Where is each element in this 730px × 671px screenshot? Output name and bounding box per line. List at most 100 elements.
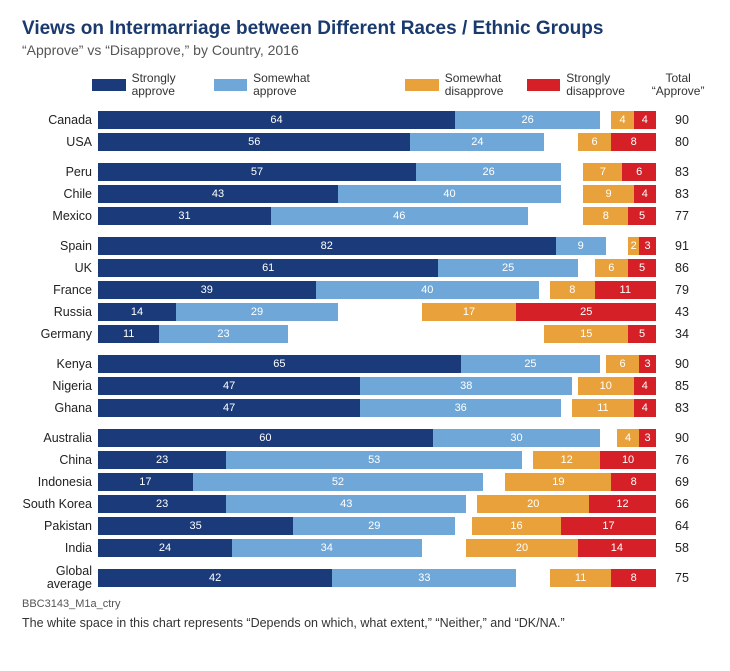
total-approve-value: 90 [656, 431, 708, 445]
seg-somewhat-approve: 40 [316, 281, 539, 299]
country-label: Canada [22, 114, 98, 127]
seg-strongly-approve: 14 [98, 303, 176, 321]
bar-area: 3940811 [98, 281, 656, 299]
seg-gap [338, 303, 422, 321]
seg-somewhat-approve: 26 [416, 163, 561, 181]
seg-somewhat-disapprove: 2 [628, 237, 639, 255]
seg-somewhat-approve: 9 [556, 237, 606, 255]
total-approve-value: 85 [656, 379, 708, 393]
swatch-sa [92, 79, 126, 91]
bar-area: 6030 43 [98, 429, 656, 447]
country-label: South Korea [22, 498, 98, 511]
seg-somewhat-approve: 24 [410, 133, 544, 151]
bar-area: 4233118 [98, 569, 656, 587]
total-approve-value: 83 [656, 165, 708, 179]
seg-strongly-disapprove: 4 [634, 111, 656, 129]
bar-area: 1752198 [98, 473, 656, 491]
country-group: Kenya65256390Nigeria473810485Ghana473611… [22, 354, 708, 418]
country-label: Nigeria [22, 380, 98, 393]
seg-strongly-disapprove: 10 [600, 451, 656, 469]
seg-gap [578, 259, 595, 277]
seg-strongly-disapprove: 4 [634, 377, 656, 395]
seg-somewhat-approve: 36 [360, 399, 561, 417]
total-approve-value: 77 [656, 209, 708, 223]
seg-strongly-approve: 43 [98, 185, 338, 203]
seg-somewhat-approve: 29 [176, 303, 338, 321]
seg-somewhat-approve: 30 [433, 429, 600, 447]
country-group: Spain8292391UK61256586France394081179Rus… [22, 236, 708, 344]
total-approve-value: 90 [656, 357, 708, 371]
seg-somewhat-approve: 25 [461, 355, 601, 373]
bar-area: 1123155 [98, 325, 656, 343]
seg-somewhat-approve: 52 [193, 473, 483, 491]
bar-chart: Canada64264490USA56246880Peru57267683Chi… [22, 110, 708, 588]
bar-row: Pakistan3529161764 [22, 516, 708, 536]
seg-somewhat-approve: 53 [226, 451, 522, 469]
seg-strongly-approve: 24 [98, 539, 232, 557]
bar-area: 4738104 [98, 377, 656, 395]
seg-gap [561, 185, 583, 203]
total-approve-value: 43 [656, 305, 708, 319]
seg-somewhat-disapprove: 6 [578, 133, 611, 151]
bar-row: UK61256586 [22, 258, 708, 278]
seg-somewhat-disapprove: 20 [466, 539, 578, 557]
country-group: Global average423311875 [22, 568, 708, 588]
seg-somewhat-approve: 46 [271, 207, 528, 225]
seg-somewhat-disapprove: 4 [617, 429, 639, 447]
total-approve-value: 64 [656, 519, 708, 533]
country-label: France [22, 284, 98, 297]
legend-label-wd: Somewhat disapprove [445, 72, 515, 98]
country-label: India [22, 542, 98, 555]
seg-strongly-approve: 42 [98, 569, 332, 587]
bar-row: Spain8292391 [22, 236, 708, 256]
seg-strongly-disapprove: 3 [639, 429, 656, 447]
seg-strongly-approve: 60 [98, 429, 433, 447]
swatch-wd [405, 79, 439, 91]
seg-gap [516, 569, 549, 587]
seg-gap [466, 495, 477, 513]
bar-area: 23531210 [98, 451, 656, 469]
seg-strongly-approve: 39 [98, 281, 316, 299]
seg-somewhat-disapprove: 12 [533, 451, 600, 469]
source-code: BBC3143_M1a_ctry [22, 598, 708, 610]
seg-strongly-disapprove: 4 [634, 185, 656, 203]
bar-row: India2434201458 [22, 538, 708, 558]
seg-strongly-approve: 47 [98, 377, 360, 395]
total-header: Total “Approve” [648, 72, 708, 98]
seg-somewhat-disapprove: 8 [550, 281, 595, 299]
bar-row: Canada64264490 [22, 110, 708, 130]
legend-item-sa: Strongly approve [92, 72, 202, 98]
seg-somewhat-approve: 38 [360, 377, 572, 395]
country-label: Russia [22, 306, 98, 319]
seg-strongly-disapprove: 4 [634, 399, 656, 417]
seg-strongly-approve: 57 [98, 163, 416, 181]
seg-strongly-approve: 11 [98, 325, 159, 343]
bar-row: Ghana473611483 [22, 398, 708, 418]
seg-somewhat-disapprove: 11 [550, 569, 611, 587]
seg-somewhat-disapprove: 19 [505, 473, 611, 491]
bar-area: 612565 [98, 259, 656, 277]
seg-strongly-disapprove: 8 [611, 133, 656, 151]
bar-row: Mexico31468577 [22, 206, 708, 226]
country-group: Peru57267683Chile43409483Mexico31468577 [22, 162, 708, 226]
seg-somewhat-approve: 23 [159, 325, 287, 343]
seg-strongly-disapprove: 6 [622, 163, 655, 181]
bar-row: China2353121076 [22, 450, 708, 470]
seg-somewhat-disapprove: 6 [606, 355, 639, 373]
seg-strongly-disapprove: 5 [628, 259, 656, 277]
legend-item-wa: Somewhat approve [214, 72, 324, 98]
chart-title: Views on Intermarriage between Different… [22, 18, 708, 40]
seg-gap [483, 473, 505, 491]
bar-row: USA56246880 [22, 132, 708, 152]
legend-label-sd: Strongly disapprove [566, 72, 636, 98]
footnote: The white space in this chart represents… [22, 616, 708, 630]
seg-strongly-approve: 31 [98, 207, 271, 225]
bar-area: 35291617 [98, 517, 656, 535]
seg-gap [522, 451, 533, 469]
bar-row: Indonesia175219869 [22, 472, 708, 492]
bar-row: France394081179 [22, 280, 708, 300]
seg-strongly-approve: 65 [98, 355, 461, 373]
seg-gap [288, 325, 545, 343]
total-approve-value: 83 [656, 187, 708, 201]
seg-strongly-disapprove: 3 [639, 355, 656, 373]
